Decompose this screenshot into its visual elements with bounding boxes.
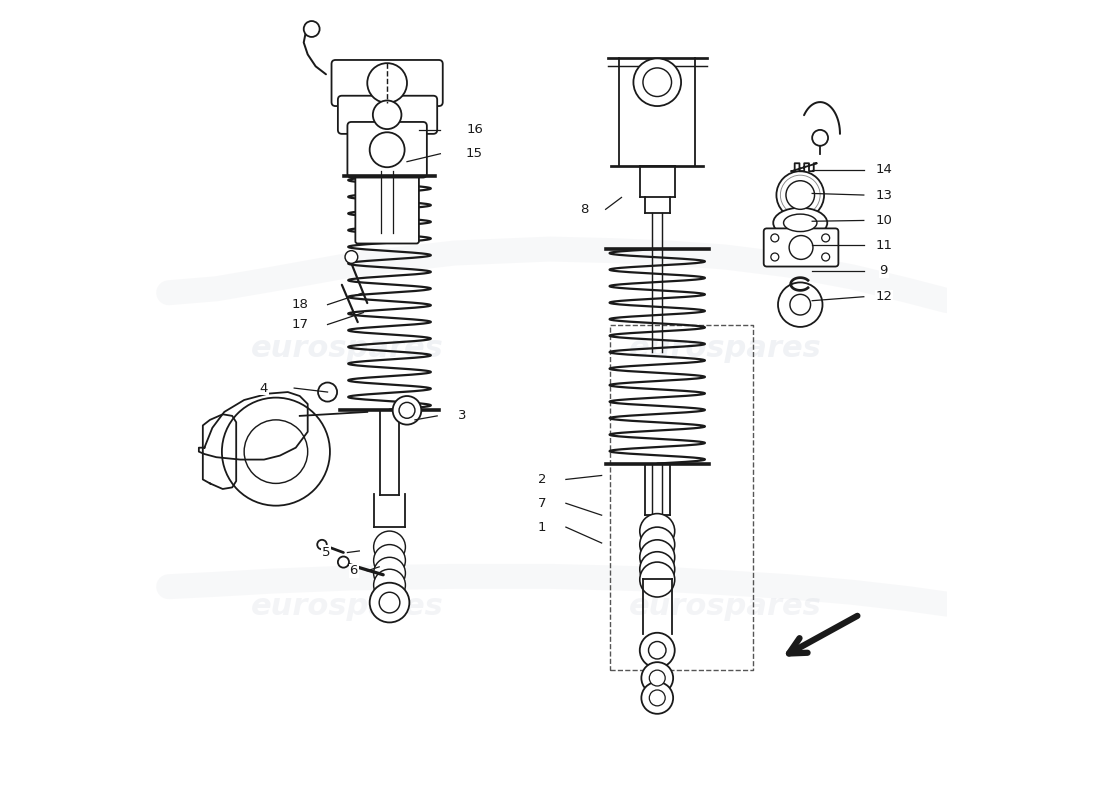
Circle shape [777,171,824,219]
Circle shape [345,250,358,263]
Circle shape [771,234,779,242]
Text: 5: 5 [321,546,330,559]
Circle shape [778,282,823,327]
Text: 4: 4 [260,382,268,394]
Text: 14: 14 [876,163,892,176]
Circle shape [790,294,811,315]
Text: eurospares: eurospares [251,334,443,363]
Circle shape [822,253,829,261]
Ellipse shape [773,208,827,238]
Circle shape [374,570,406,601]
Ellipse shape [783,214,817,231]
Circle shape [649,642,666,659]
Polygon shape [199,392,308,459]
Circle shape [771,253,779,261]
Circle shape [222,398,330,506]
Text: 17: 17 [292,318,308,331]
Circle shape [370,582,409,622]
Circle shape [812,130,828,146]
Circle shape [304,21,320,37]
Circle shape [789,235,813,259]
Circle shape [399,402,415,418]
Circle shape [640,633,674,668]
Text: eurospares: eurospares [251,592,443,621]
Text: eurospares: eurospares [628,592,822,621]
FancyBboxPatch shape [338,96,437,134]
Circle shape [379,592,400,613]
Circle shape [640,514,674,549]
FancyBboxPatch shape [355,169,419,243]
Text: 13: 13 [876,189,892,202]
Circle shape [822,234,829,242]
Circle shape [641,662,673,694]
Circle shape [370,132,405,167]
Circle shape [374,531,406,563]
Polygon shape [792,163,817,171]
Text: 18: 18 [292,298,308,311]
Circle shape [374,545,406,576]
Text: 10: 10 [876,214,892,227]
Text: 11: 11 [876,238,892,251]
Circle shape [640,552,674,586]
Circle shape [649,670,666,686]
Circle shape [374,558,406,589]
Text: 7: 7 [538,497,547,510]
Text: 3: 3 [459,410,466,422]
Circle shape [640,527,674,562]
Text: 8: 8 [580,203,588,216]
Circle shape [338,557,349,568]
Text: 1: 1 [538,521,547,534]
Text: 12: 12 [876,290,892,303]
Circle shape [367,63,407,103]
Circle shape [785,181,814,210]
Polygon shape [202,414,236,489]
Text: 2: 2 [538,473,547,486]
Circle shape [244,420,308,483]
FancyBboxPatch shape [763,228,838,266]
Text: 6: 6 [350,564,358,578]
Circle shape [642,68,671,97]
Circle shape [373,101,402,129]
Text: 15: 15 [466,147,483,160]
Circle shape [649,690,666,706]
Text: 16: 16 [466,123,483,136]
Circle shape [317,540,327,550]
FancyBboxPatch shape [348,122,427,178]
Circle shape [641,682,673,714]
Text: 9: 9 [880,264,888,277]
Circle shape [393,396,421,425]
FancyBboxPatch shape [331,60,442,106]
Circle shape [634,58,681,106]
Circle shape [318,382,337,402]
Text: eurospares: eurospares [628,334,822,363]
Circle shape [640,562,674,597]
Circle shape [640,540,674,574]
